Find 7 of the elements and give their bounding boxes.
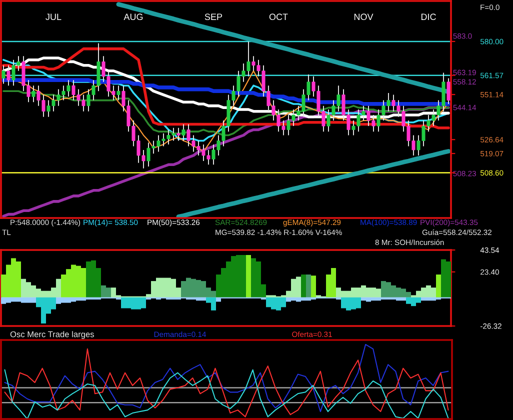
x-tick-label: OCT [269,14,288,20]
chart-title: Osc Merc Trade larges [10,331,94,339]
x-tick-label: SEP [204,14,222,20]
x-tick-label: JUL [46,14,62,20]
x-tick-label: NOV [354,14,374,20]
x-tick-label: AUG [124,14,143,20]
x-tick-label: DIC [421,14,436,20]
